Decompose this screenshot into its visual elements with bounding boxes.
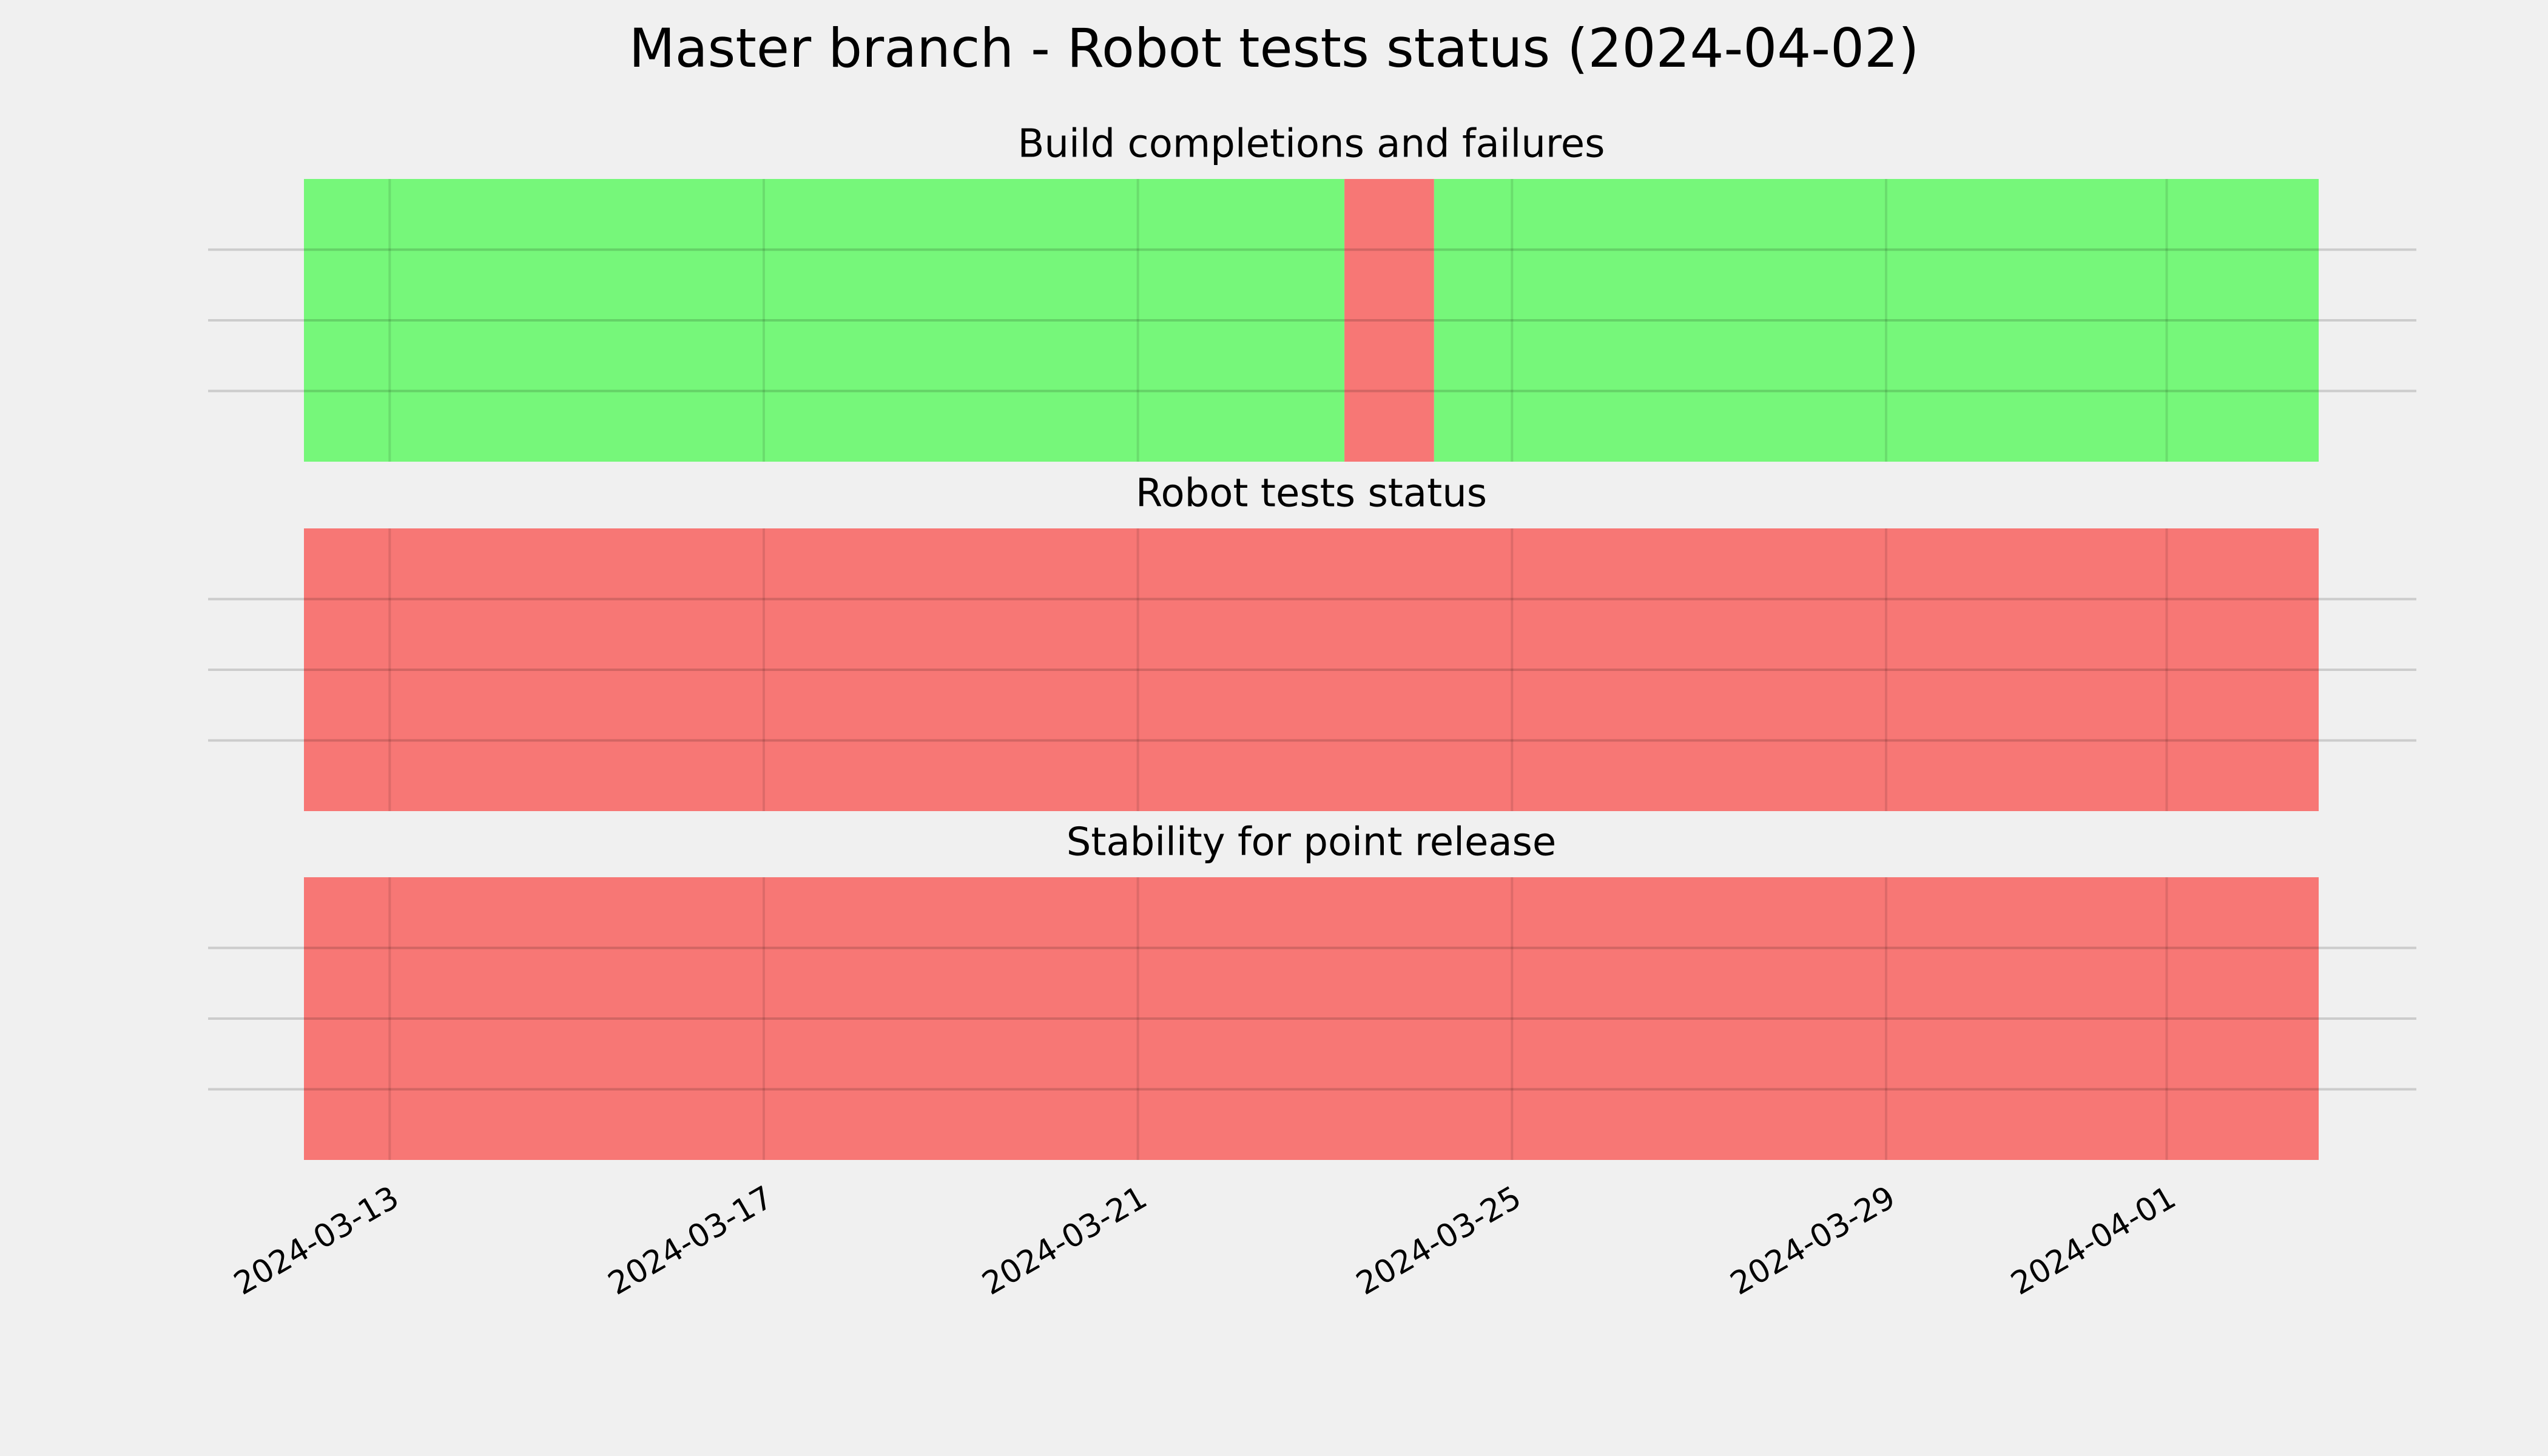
status-segment xyxy=(304,877,2319,1160)
status-segment xyxy=(304,528,2319,811)
x-tick-label: 2024-03-29 xyxy=(1725,1179,1902,1303)
figure-title: Master branch - Robot tests status (2024… xyxy=(629,17,1919,79)
status-segment xyxy=(1434,179,2319,462)
x-tick-label: 2024-03-17 xyxy=(602,1179,780,1303)
x-tick-label: 2024-03-21 xyxy=(976,1179,1153,1303)
x-tick-label: 2024-03-13 xyxy=(228,1179,405,1303)
subplot-title: Stability for point release xyxy=(1067,820,1557,865)
x-tick-label: 2024-03-25 xyxy=(1350,1179,1528,1303)
status-segment xyxy=(1344,179,1434,462)
subplot-title: Robot tests status xyxy=(1136,471,1487,516)
status-segment xyxy=(304,179,1345,462)
x-tick-label: 2024-04-01 xyxy=(2005,1179,2182,1303)
subplot-title: Build completions and failures xyxy=(1018,122,1605,167)
